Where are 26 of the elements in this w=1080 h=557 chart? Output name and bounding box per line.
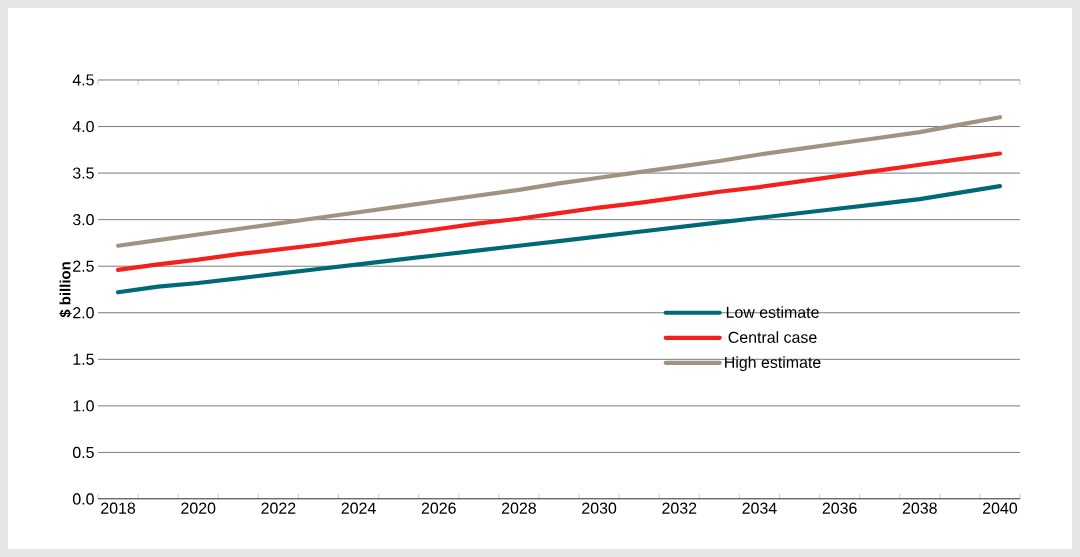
legend-label: Low estimate: [726, 306, 819, 318]
y-tick-label: 1.5: [73, 353, 94, 365]
x-tick-label: 2036: [822, 502, 857, 514]
y-tick-label: 2.0: [73, 307, 94, 319]
x-tick-label: 2020: [181, 502, 216, 514]
x-tick-label: 2040: [983, 502, 1018, 514]
x-tick-label: 2038: [902, 502, 937, 514]
legend-label: Central case: [728, 331, 817, 343]
x-tick-label: 2024: [341, 502, 376, 514]
y-tick-label: 0.5: [72, 446, 94, 459]
x-tick-label: 2026: [421, 502, 456, 514]
x-tick-label: 2018: [101, 502, 136, 514]
x-tick-label: 2032: [662, 502, 697, 514]
y-tick-label: 3.5: [72, 167, 94, 179]
y-tick-label: 2.5: [73, 260, 94, 272]
y-tick-label: 4.0: [72, 120, 94, 133]
x-tick-label: 2030: [582, 502, 617, 514]
x-tick-label: 2028: [501, 502, 536, 514]
y-tick-label: 4.5: [72, 74, 94, 86]
x-tick-label: 2022: [261, 502, 296, 514]
legend-label: High estimate: [725, 356, 821, 372]
y-tick-label: 0.0: [72, 493, 94, 505]
y-tick-label: 1.0: [73, 400, 94, 412]
x-tick-label: 2034: [742, 502, 777, 514]
y-tick-label: 3.0: [72, 214, 94, 226]
y-axis-title: $ billion: [59, 262, 72, 318]
